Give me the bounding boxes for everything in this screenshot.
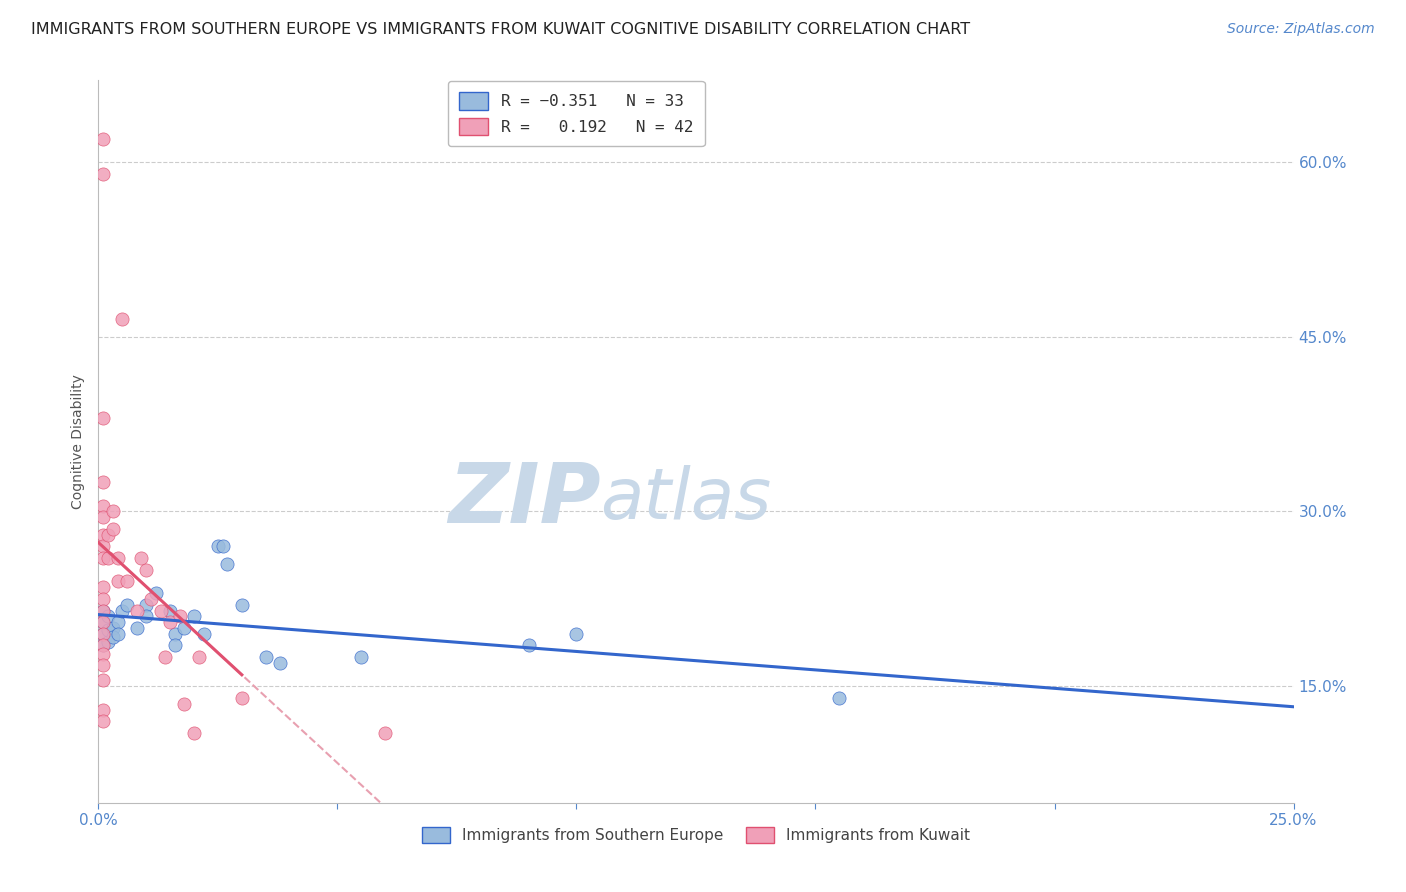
Point <box>101 504 124 518</box>
Point <box>115 574 138 589</box>
Point <box>91 647 114 661</box>
Point <box>565 627 588 641</box>
Point <box>91 673 114 688</box>
Point <box>135 609 157 624</box>
Point <box>91 603 114 617</box>
Point <box>115 598 138 612</box>
Point <box>211 540 233 554</box>
Point <box>111 312 134 326</box>
Point <box>91 528 114 542</box>
Point <box>139 591 162 606</box>
Point <box>163 627 186 641</box>
Point <box>91 475 114 490</box>
Point <box>91 499 114 513</box>
Point <box>91 510 114 524</box>
Text: IMMIGRANTS FROM SOUTHERN EUROPE VS IMMIGRANTS FROM KUWAIT COGNITIVE DISABILITY C: IMMIGRANTS FROM SOUTHERN EUROPE VS IMMIG… <box>31 22 970 37</box>
Point <box>91 591 114 606</box>
Point <box>97 528 120 542</box>
Point <box>125 603 148 617</box>
Point <box>145 586 167 600</box>
Point <box>183 726 205 740</box>
Point <box>231 690 253 705</box>
Point <box>125 621 148 635</box>
Point <box>91 658 114 673</box>
Point <box>91 627 114 641</box>
Point <box>107 574 129 589</box>
Point <box>135 598 157 612</box>
Point <box>91 639 114 653</box>
Point <box>91 131 114 145</box>
Point <box>97 635 120 649</box>
Point <box>163 639 186 653</box>
Point <box>193 627 215 641</box>
Point <box>254 650 277 665</box>
Point <box>91 615 114 630</box>
Point <box>91 540 114 554</box>
Text: ZIP: ZIP <box>447 458 600 540</box>
Point <box>97 624 120 638</box>
Point <box>91 639 114 653</box>
Point <box>91 411 114 425</box>
Point <box>91 615 114 630</box>
Point <box>207 540 229 554</box>
Point <box>135 563 157 577</box>
Point <box>101 522 124 536</box>
Point <box>107 615 129 630</box>
Point <box>155 650 177 665</box>
Point <box>517 639 540 653</box>
Y-axis label: Cognitive Disability: Cognitive Disability <box>72 374 86 509</box>
Point <box>97 609 120 624</box>
Point <box>131 551 153 566</box>
Point <box>101 630 124 644</box>
Point <box>91 603 114 617</box>
Point <box>173 697 195 711</box>
Point <box>173 621 195 635</box>
Point <box>159 615 181 630</box>
Legend: Immigrants from Southern Europe, Immigrants from Kuwait: Immigrants from Southern Europe, Immigra… <box>416 822 976 849</box>
Point <box>231 598 253 612</box>
Point <box>159 603 181 617</box>
Point <box>91 627 114 641</box>
Point <box>91 167 114 181</box>
Text: Source: ZipAtlas.com: Source: ZipAtlas.com <box>1227 22 1375 37</box>
Point <box>91 551 114 566</box>
Point <box>183 609 205 624</box>
Point <box>217 557 239 571</box>
Point <box>107 551 129 566</box>
Point <box>169 609 191 624</box>
Point <box>107 627 129 641</box>
Point <box>350 650 373 665</box>
Point <box>828 690 851 705</box>
Point <box>111 603 134 617</box>
Point <box>91 580 114 594</box>
Point <box>269 656 291 670</box>
Point <box>187 650 209 665</box>
Point <box>91 714 114 729</box>
Text: atlas: atlas <box>600 465 772 533</box>
Point <box>101 621 124 635</box>
Point <box>149 603 172 617</box>
Point <box>374 726 396 740</box>
Point <box>91 702 114 716</box>
Point <box>97 551 120 566</box>
